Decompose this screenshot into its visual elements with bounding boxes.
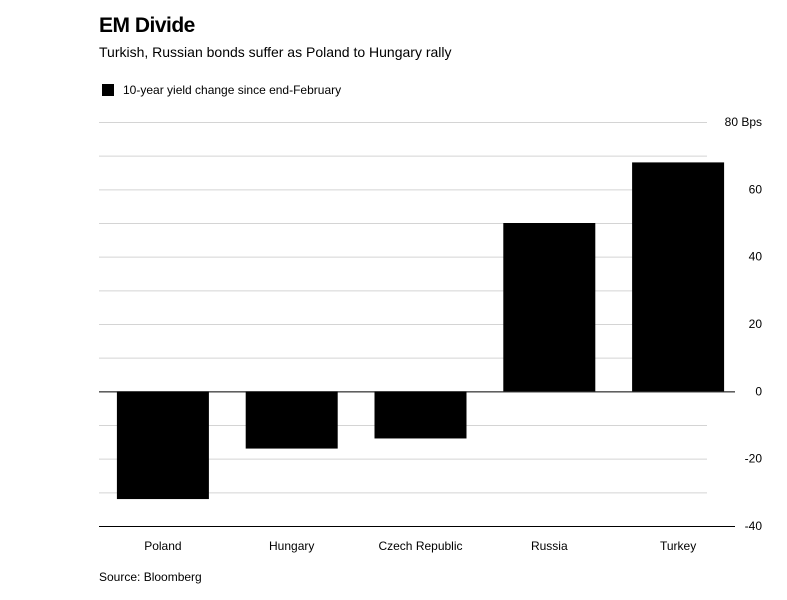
- x-tick-label: Hungary: [269, 539, 314, 553]
- bar-hungary: [245, 391, 338, 449]
- bar-turkey: [632, 162, 725, 392]
- bar-poland: [116, 391, 209, 500]
- y-tick-label: 60: [749, 182, 763, 196]
- y-tick-label: 80 Bps: [725, 115, 762, 129]
- legend-label: 10-year yield change since end-February: [123, 83, 342, 97]
- y-tick-label: 0: [755, 384, 762, 398]
- y-tick-label: -20: [745, 452, 763, 466]
- x-tick-label: Czech Republic: [378, 539, 462, 553]
- y-tick-label: 40: [749, 250, 763, 264]
- y-tick-label: 20: [749, 317, 763, 331]
- x-tick-label: Russia: [531, 539, 568, 553]
- legend: 10-year yield change since end-February: [102, 83, 341, 97]
- x-tick-label: Turkey: [660, 539, 696, 553]
- chart-subtitle: Turkish, Russian bonds suffer as Poland …: [99, 44, 452, 60]
- x-tick-label: Poland: [144, 539, 181, 553]
- legend-swatch: [102, 84, 114, 96]
- y-tick-label: -40: [745, 519, 763, 533]
- chart-title: EM Divide: [99, 14, 195, 37]
- bar-czech-republic: [374, 391, 467, 439]
- bar-russia: [503, 223, 596, 392]
- source-note: Source: Bloomberg: [99, 570, 202, 584]
